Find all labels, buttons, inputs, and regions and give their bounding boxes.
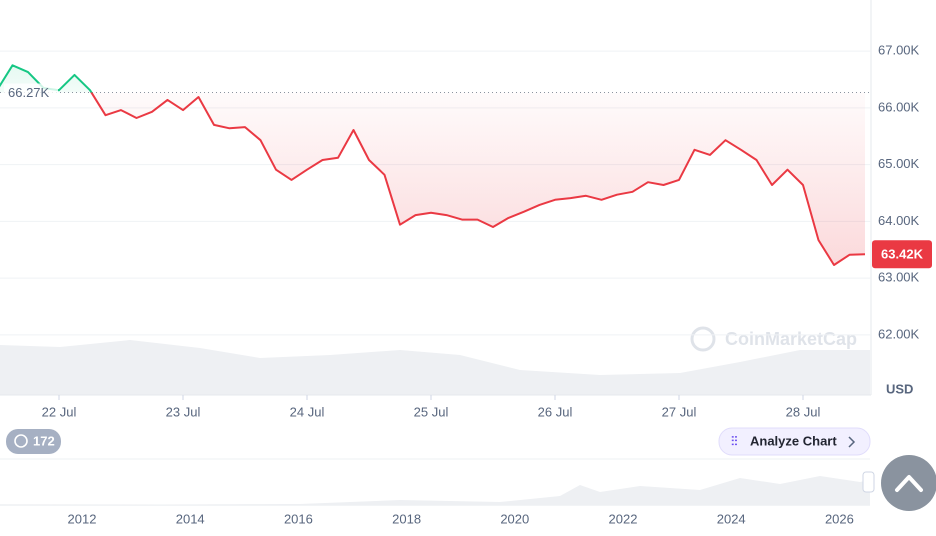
y-tick-label: 63.00K — [878, 270, 920, 285]
x-tick-label: 25 Jul — [414, 404, 449, 419]
button-icon: ⫶⫶ — [731, 433, 738, 448]
volume-backdrop — [0, 340, 870, 395]
history-badge[interactable]: 172 — [6, 429, 61, 454]
x-tick-label: 23 Jul — [166, 404, 201, 419]
reference-label: 66.27K — [8, 85, 50, 100]
watermark-text: CoinMarketCap — [725, 329, 857, 349]
navigator-label: 2016 — [284, 511, 313, 526]
y-tick-label: 65.00K — [878, 156, 920, 171]
watermark: CoinMarketCap — [690, 326, 857, 352]
navigator-label: 2018 — [392, 511, 421, 526]
button-text: Analyze Chart — [750, 433, 837, 448]
y-tick-label: 67.00K — [878, 43, 920, 58]
badge-icon — [14, 434, 28, 448]
area-fill — [0, 65, 865, 265]
x-tick-label: 26 Jul — [538, 404, 573, 419]
x-tick-label: 28 Jul — [786, 404, 821, 419]
scroll-top-bg[interactable] — [881, 455, 936, 511]
navigator-label: 2014 — [176, 511, 205, 526]
current-price-bg — [872, 240, 932, 269]
analyze-button[interactable]: ⫶⫶ Analyze Chart — [718, 427, 871, 456]
watermark-logo — [690, 326, 716, 352]
y-tick-label: 66.00K — [878, 99, 920, 114]
button-chevron — [848, 436, 856, 448]
x-tick-label: 27 Jul — [662, 404, 697, 419]
x-tick-label: 22 Jul — [42, 404, 77, 419]
y-unit: USD — [886, 381, 913, 396]
navigator-label: 2020 — [500, 511, 529, 526]
current-price-label: 63.42K — [881, 247, 924, 262]
navigator-label: 2022 — [609, 511, 638, 526]
scroll-top-button[interactable] — [881, 455, 936, 511]
navigator-label: 2024 — [717, 511, 746, 526]
scroll-top-icon — [895, 475, 923, 492]
button-bg[interactable] — [718, 427, 871, 456]
navigator-handle[interactable] — [862, 471, 875, 493]
price-line — [0, 64, 866, 266]
x-tick-label: 24 Jul — [290, 404, 325, 419]
y-tick-label: 64.00K — [878, 213, 920, 228]
navigator-backdrop — [0, 476, 870, 505]
navigator-label: 2012 — [68, 511, 97, 526]
navigator-label: 2026 — [825, 511, 854, 526]
badge-text: 172 — [33, 433, 55, 448]
reference-label-bg — [4, 83, 58, 102]
y-tick-label: 62.00K — [878, 326, 920, 341]
